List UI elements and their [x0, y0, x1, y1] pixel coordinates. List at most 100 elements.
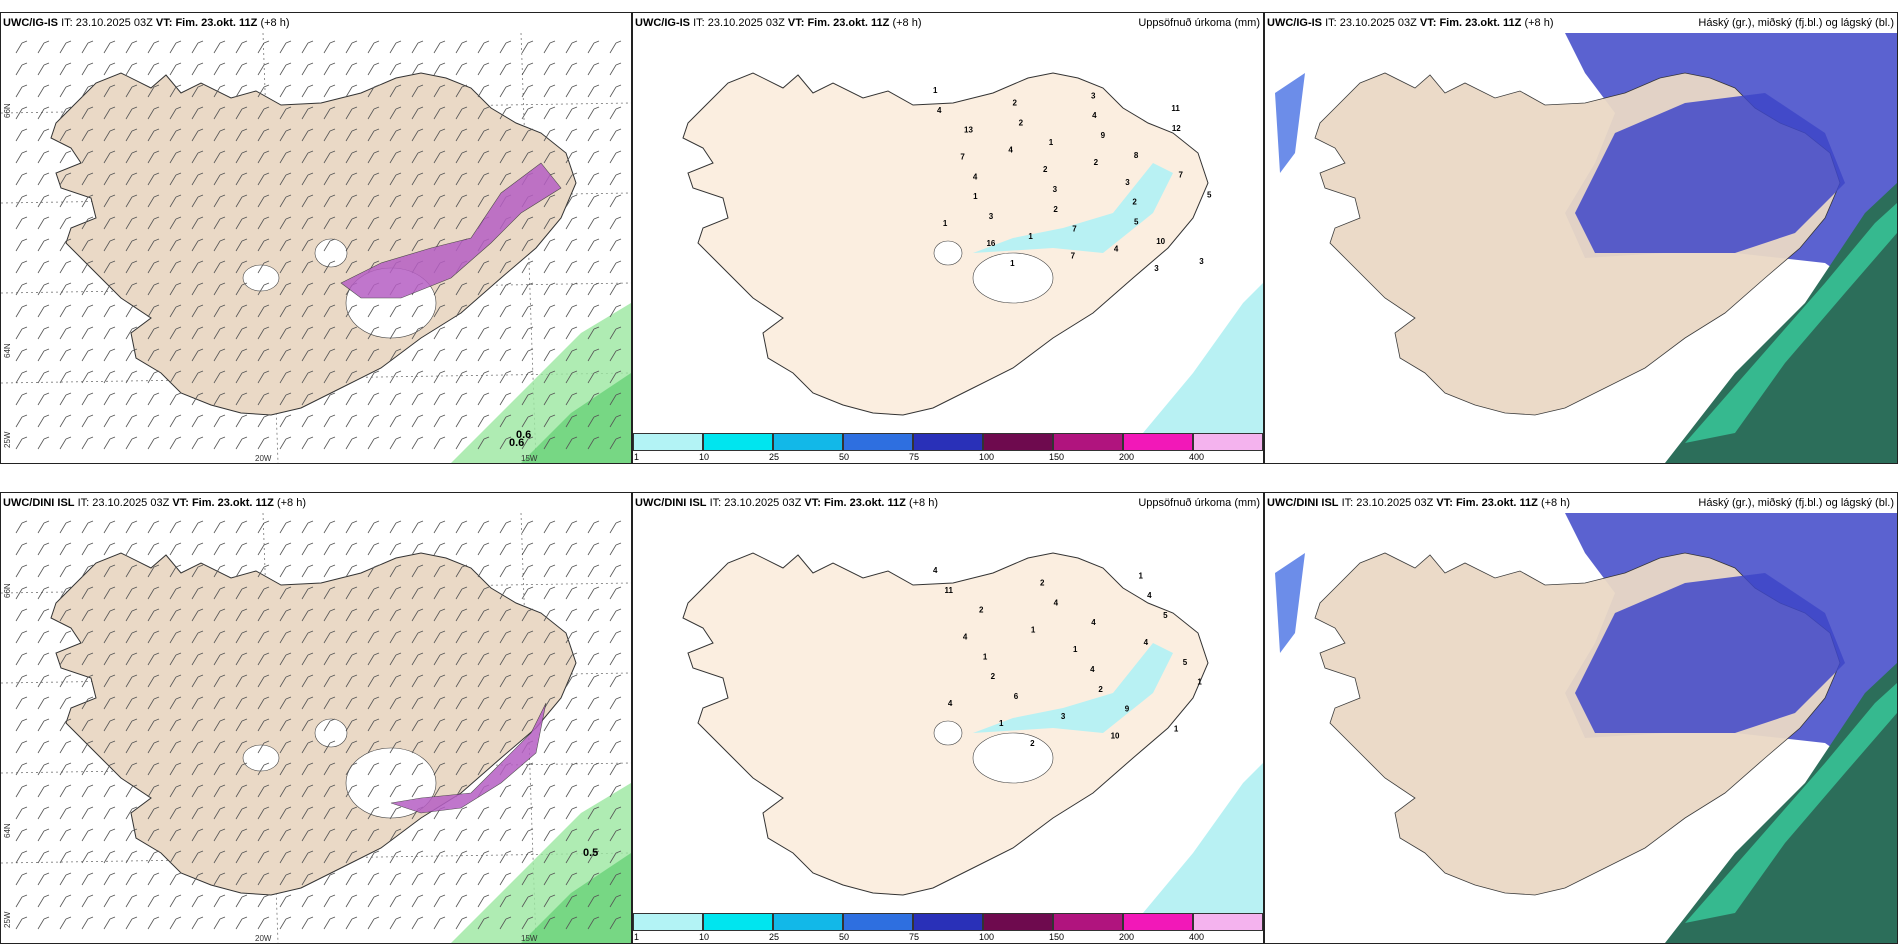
precip-value-label: 4: [948, 699, 953, 708]
precip-value-label: 2: [1053, 205, 1058, 214]
colorbar-label: 10: [699, 932, 710, 942]
panel-title: UWC/IG-IS IT: 23.10.2025 03Z VT: Fim. 23…: [1267, 17, 1554, 29]
colorbar-label: 75: [909, 452, 920, 462]
panel-clouds-top: UWC/IG-IS IT: 23.10.2025 03Z VT: Fim. 23…: [1264, 12, 1898, 464]
colorbar-label: 1: [634, 452, 640, 462]
wind-value-label-2: 0.6: [509, 437, 525, 449]
lon-label-15w: 15W: [521, 454, 538, 463]
colorbar-label: 10: [699, 452, 710, 462]
precip-value-label: 9: [1101, 131, 1106, 140]
precip-value-label: 3: [989, 212, 994, 221]
panel-title: UWC/DINI ISL IT: 23.10.2025 03Z VT: Fim.…: [1267, 497, 1570, 509]
lon-label-15w: 15W: [521, 934, 538, 943]
panel-subtitle: Háský (gr.), miðský (fj.bl.) og lágský (…: [1698, 17, 1894, 29]
precip-value-label: 3: [1125, 178, 1130, 187]
colorbar-label: 150: [1049, 932, 1065, 942]
precip-map-top: 1714416131143221237123274349238511710125…: [682, 72, 1263, 433]
colorbar-label: 50: [839, 452, 850, 462]
precip-value-label: 2: [1040, 579, 1045, 588]
precip-value-label: 1: [1138, 571, 1143, 580]
panel-title: UWC/IG-IS IT: 23.10.2025 03Z VT: Fim. 23…: [635, 17, 922, 29]
wind-map-bottom: [1, 512, 631, 943]
lon-label-20w: 20W: [255, 934, 272, 943]
colorbar-swatch: [983, 433, 1053, 451]
panel-title: UWC/IG-IS IT: 23.10.2025 03Z VT: Fim. 23…: [3, 17, 290, 29]
colorbar-label: 1: [634, 932, 640, 942]
panel-wind-top: UWC/IG-IS IT: 23.10.2025 03Z VT: Fim. 23…: [0, 12, 632, 464]
precip-value-label: 3: [1053, 185, 1058, 194]
precip-value-label: 5: [1163, 611, 1168, 620]
precip-value-label: 3: [1091, 91, 1096, 100]
colorbar-label: 100: [979, 932, 995, 942]
precip-value-label: 16: [986, 239, 995, 248]
precip-value-label: 11: [1171, 104, 1180, 113]
colorbar-swatch: [703, 433, 773, 451]
precip-value-label: 7: [960, 153, 965, 162]
precip-value-label: 1: [943, 219, 948, 228]
precip-value-label: 1: [1049, 138, 1054, 147]
precip-value-label: 2: [979, 606, 984, 615]
colorbar-label: 25: [769, 932, 780, 942]
panel-subtitle: Uppsöfnuð úrkoma (mm): [1138, 497, 1260, 509]
precip-value-label: 10: [1111, 732, 1120, 741]
precip-value-label: 1: [933, 86, 938, 95]
precip-value-label: 2: [1043, 165, 1048, 174]
precip-value-label: 1: [1010, 259, 1015, 268]
lat-label-64n: 64N: [3, 823, 12, 838]
precip-value-label: 5: [1134, 217, 1139, 226]
colorbar-swatch: [1193, 913, 1263, 931]
colorbar-label: 75: [909, 932, 920, 942]
precip-value-label: 4: [1090, 665, 1095, 674]
colorbar-swatch: [1053, 433, 1123, 451]
precip-value-label: 2: [1030, 739, 1035, 748]
panel-clouds-bottom: UWC/DINI ISL IT: 23.10.2025 03Z VT: Fim.…: [1264, 492, 1898, 944]
precip-value-label: 7: [1072, 225, 1077, 234]
lat-label-66n: 66N: [3, 583, 12, 598]
precip-value-label: 1: [983, 652, 988, 661]
precip-value-label: 2: [1019, 118, 1024, 127]
precip-value-label: 3: [1199, 257, 1204, 266]
precip-value-label: 4: [1008, 145, 1013, 154]
colorbar-swatch: [633, 433, 703, 451]
colorbar-swatch: [1053, 913, 1123, 931]
panel-precip-top: 1 7 1 4 4 16 13 1 1 4 3 2 2 1 2 3 7 1 2 3 2 7 4 3 4 9 2 3 8 5 11 7 10 12 5…: [632, 12, 1264, 464]
precip-value-label: 1: [1028, 232, 1033, 241]
precip-value-label: 1: [973, 192, 978, 201]
lon-label-25w: 25W: [3, 911, 12, 928]
colorbar-swatch: [1123, 913, 1193, 931]
lon-label-20w: 20W: [255, 454, 272, 463]
colorbar-swatch: [843, 433, 913, 451]
precip-colorbar: 1 10 25 50 75 100 150 200 400: [633, 433, 1263, 463]
precip-value-label: 3: [1154, 264, 1159, 273]
panel-precip-bottom: 4 4 4 11 1 1 2 2 2 1 6 2 1 3 4 4 10 4 2 1 4 9 4 5 1 5 1 UWC/DINI I…: [632, 492, 1264, 944]
precip-value-label: 1: [1197, 678, 1202, 687]
colorbar-label: 150: [1049, 452, 1065, 462]
precip-value-label: 12: [1172, 124, 1181, 133]
wind-value-label: 0.6: [516, 429, 532, 441]
colorbar-label: 200: [1119, 452, 1135, 462]
precip-value-label: 7: [1178, 171, 1183, 180]
colorbar-swatch: [773, 433, 843, 451]
precip-value-label: 9: [1125, 705, 1130, 714]
panel-title: UWC/DINI ISL IT: 23.10.2025 03Z VT: Fim.…: [3, 497, 306, 509]
precip-value-label: 5: [1207, 190, 1212, 199]
precip-value-label: 4: [933, 566, 938, 575]
colorbar-label: 50: [839, 932, 850, 942]
precip-value-label: 1: [1174, 724, 1179, 733]
colorbar-label: 400: [1189, 452, 1205, 462]
precip-value-label: 4: [1091, 618, 1096, 627]
precip-value-label: 1: [1073, 645, 1078, 654]
precip-value-label: 13: [964, 126, 973, 135]
precip-value-label: 6: [1014, 692, 1019, 701]
panel-wind-bottom: UWC/DINI ISL IT: 23.10.2025 03Z VT: Fim.…: [0, 492, 632, 944]
precip-value-label: 2: [1013, 99, 1018, 108]
colorbar-swatch: [843, 913, 913, 931]
panel-subtitle: Háský (gr.), miðský (fj.bl.) og lágský (…: [1698, 497, 1894, 509]
precip-value-label: 4: [1114, 244, 1119, 253]
precip-value-label: 10: [1156, 237, 1165, 246]
colorbar-swatch: [913, 433, 983, 451]
colorbar-label: 25: [769, 452, 780, 462]
precip-value-label: 4: [1147, 591, 1152, 600]
lat-label-64n: 64N: [3, 343, 12, 358]
